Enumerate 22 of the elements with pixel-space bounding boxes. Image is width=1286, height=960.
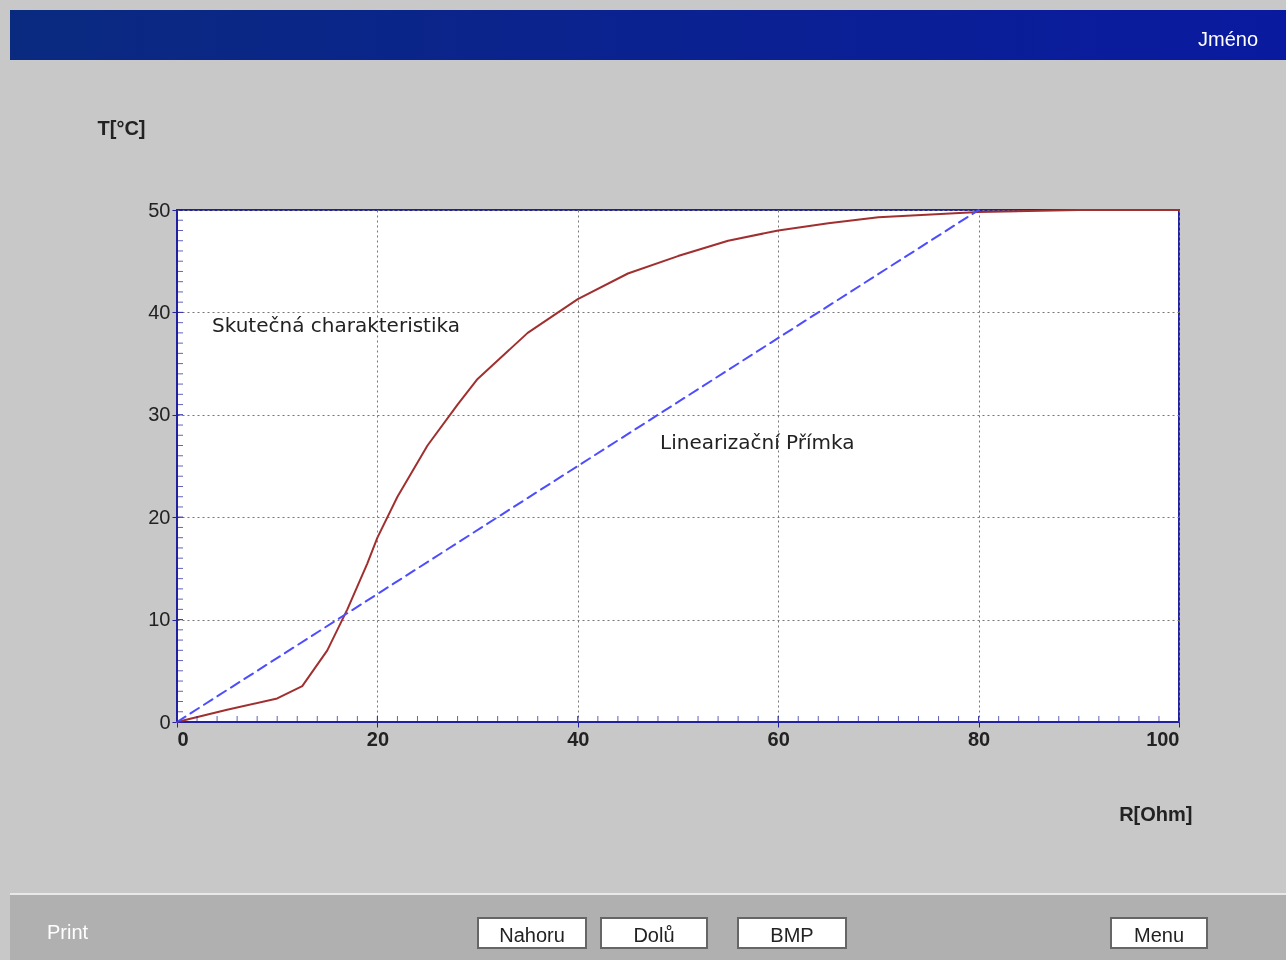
button: Menu <box>1110 917 1208 949</box>
button: Nahoru <box>477 917 587 949</box>
button: Dolů <box>600 917 708 949</box>
x-tick-label: 100 <box>1146 727 1180 750</box>
text: Skutečná charakteristika <box>212 313 460 337</box>
x-axis-title: R[Ohm] <box>1119 802 1193 825</box>
print-label: Print <box>47 921 89 944</box>
x-tick-label: 20 <box>366 727 390 750</box>
x-tick-label: 80 <box>967 727 991 750</box>
y-tick-label: 20 <box>148 505 171 528</box>
button: BMP <box>737 917 847 949</box>
text: Jméno <box>1197 28 1258 51</box>
x-tick-label: 0 <box>177 727 189 750</box>
x-tick-label: 40 <box>567 727 590 750</box>
y-tick-label: 50 <box>148 198 171 221</box>
y-tick-label: 0 <box>159 710 171 733</box>
x-tick-label: 60 <box>767 727 790 750</box>
y-tick-label: 40 <box>148 300 171 323</box>
y-tick-label: 10 <box>148 608 171 631</box>
series-label: Linearizační Přímka <box>660 430 855 454</box>
y-axis-title: T[°C] <box>97 116 146 139</box>
y-tick-label: 30 <box>148 403 171 426</box>
